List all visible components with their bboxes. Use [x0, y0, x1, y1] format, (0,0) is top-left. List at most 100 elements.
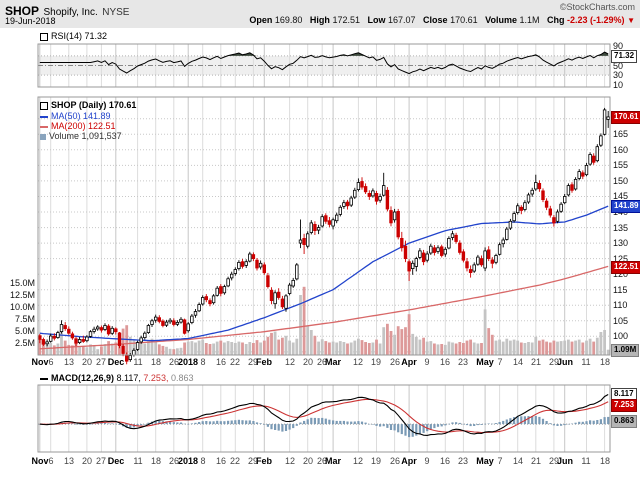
- x-axis-macd: Nov 6 13 20 27 Dec 11 18 26 2018 8 16 22 29 Feb 12 20 26 M…: [0, 456, 640, 468]
- x-axis-day-label: 27: [95, 357, 106, 367]
- macd-signal-marker: 7.253: [611, 399, 638, 412]
- price-axis-label: 145: [613, 191, 629, 202]
- ma50-marker: 141.89: [611, 200, 640, 213]
- x-axis-day-label: 29: [548, 456, 559, 466]
- ma50-value: 141.89: [83, 111, 111, 121]
- volume-legend-value: 1,091,537: [81, 131, 122, 141]
- low-label: Low: [367, 15, 386, 25]
- x-axis-day-label: 18: [150, 456, 161, 466]
- volume-axis-label: 7.5M: [14, 314, 35, 324]
- x-axis-month-label: Mar: [324, 357, 341, 367]
- ticker-symbol: SHOP: [5, 4, 40, 18]
- price-axis-label: 155: [613, 160, 629, 171]
- price-series-close: 170.61: [108, 100, 137, 110]
- high-value: 172.51: [332, 15, 360, 25]
- ma50-label: MA(50): [51, 111, 81, 121]
- x-axis-day-label: 11: [133, 357, 143, 367]
- x-axis-day-label: 18: [599, 357, 610, 367]
- x-axis-day-label: 9: [424, 456, 430, 466]
- ma200-value: 122.51: [88, 121, 116, 131]
- x-axis-day-label: 13: [63, 357, 74, 367]
- chg-label: Chg: [547, 15, 565, 25]
- macd-value-line: 8.117,: [116, 373, 141, 383]
- title-block: SHOP Shopify, Inc. NYSE: [5, 2, 129, 20]
- x-axis-day-label: 14: [512, 456, 523, 466]
- rsi-label: RSI(14): [51, 31, 83, 41]
- x-axis-day-label: 12: [284, 456, 295, 466]
- x-axis-day-label: 26: [389, 357, 400, 367]
- price-axis-label: 160: [613, 144, 629, 155]
- x-axis-day-label: 9: [424, 357, 430, 367]
- low-value: 167.07: [388, 15, 416, 25]
- macd-legend: MACD(12,26,9) 8.117, 7.253, 0.863: [40, 373, 194, 383]
- x-axis-day-label: 18: [599, 456, 610, 466]
- x-axis-day-label: 13: [63, 456, 74, 466]
- price-axis-label: 150: [613, 175, 629, 186]
- x-axis-day-label: 16: [215, 456, 226, 466]
- x-axis-month-label: May: [476, 357, 494, 367]
- close-value: 170.61: [450, 15, 478, 25]
- ma50-legend: MA(50) 141.89: [40, 111, 111, 121]
- price-axis-label: 110: [613, 300, 628, 311]
- x-axis-day-label: 8: [200, 357, 206, 367]
- price-axis-label: 130: [613, 238, 629, 249]
- volume-axis-label: 5.0M: [14, 326, 35, 336]
- rsi-axis-label: 90: [613, 41, 624, 52]
- ma50-line-icon: [40, 115, 48, 118]
- x-axis-month-label: Dec: [107, 456, 125, 466]
- change-down-arrow-icon: ▼: [627, 16, 635, 25]
- volume-bars-icon: [40, 133, 46, 140]
- x-axis-month-label: Apr: [401, 456, 417, 466]
- x-axis-month-label: 2018: [177, 456, 199, 466]
- copyright: ©StockCharts.com: [559, 2, 635, 12]
- chart-date: 19-Jun-2018: [5, 16, 56, 26]
- price-axis-label: 100: [613, 331, 629, 342]
- x-axis-month-label: Mar: [324, 456, 341, 466]
- price-axis-label: 115: [613, 284, 628, 295]
- volume-label: Volume: [485, 15, 517, 25]
- rsi-axis-label: 30: [613, 70, 624, 81]
- x-axis-day-label: 19: [370, 456, 381, 466]
- x-axis-day-label: 20: [81, 357, 92, 367]
- x-axis-day-label: 23: [457, 357, 468, 367]
- x-axis-day-label: 16: [439, 357, 450, 367]
- x-axis-day-label: 12: [352, 456, 363, 466]
- volume-axis-label: 10.0M: [9, 302, 35, 312]
- x-axis-day-label: 20: [81, 456, 92, 466]
- x-axis-day-label: 21: [530, 456, 541, 466]
- x-axis-day-label: 14: [512, 357, 523, 367]
- x-axis-day-label: 21: [530, 357, 541, 367]
- high-label: High: [309, 15, 330, 25]
- volume-legend: Volume 1,091,537: [40, 131, 122, 141]
- chart-header: SHOP Shopify, Inc. NYSE 19-Jun-2018 ©Sto…: [0, 0, 640, 28]
- x-axis-day-label: 26: [316, 456, 327, 466]
- x-axis-day-label: 16: [439, 456, 450, 466]
- close-price-marker: 170.61: [611, 111, 640, 124]
- x-axis-day-label: 29: [247, 456, 258, 466]
- x-axis-day-label: 26: [389, 456, 400, 466]
- x-axis-month-label: Dec: [107, 357, 125, 367]
- volume-axis-label: 12.5M: [9, 290, 35, 300]
- x-axis-day-label: 16: [215, 357, 226, 367]
- price-axis-label: 135: [613, 222, 629, 233]
- chg-value: -2.23 (-1.29%): [567, 15, 625, 25]
- x-axis-day-label: 22: [229, 357, 240, 367]
- x-axis-month-label: Jun: [556, 357, 573, 367]
- volume-axis-label: 2.5M: [14, 338, 35, 348]
- rsi-axis-label: 50: [613, 60, 624, 71]
- x-axis-day-label: 27: [95, 456, 106, 466]
- x-axis-day-label: 23: [457, 456, 468, 466]
- macd-line-icon: [40, 377, 48, 380]
- x-axis-month-label: Apr: [401, 357, 417, 367]
- open-label: Open: [249, 15, 273, 25]
- x-axis-day-label: 26: [168, 357, 179, 367]
- price-axis-label: 125: [613, 253, 629, 264]
- x-axis-main: Nov 6 13 20 27 Dec 11 18 26 2018 8 16 22 29 Feb 12 20 26 M…: [0, 357, 640, 369]
- x-axis-day-label: 6: [48, 456, 54, 466]
- x-axis-day-label: 29: [247, 357, 258, 367]
- x-axis-day-label: 6: [48, 357, 54, 367]
- x-axis-day-label: 7: [497, 357, 503, 367]
- x-axis-day-label: 11: [581, 456, 591, 466]
